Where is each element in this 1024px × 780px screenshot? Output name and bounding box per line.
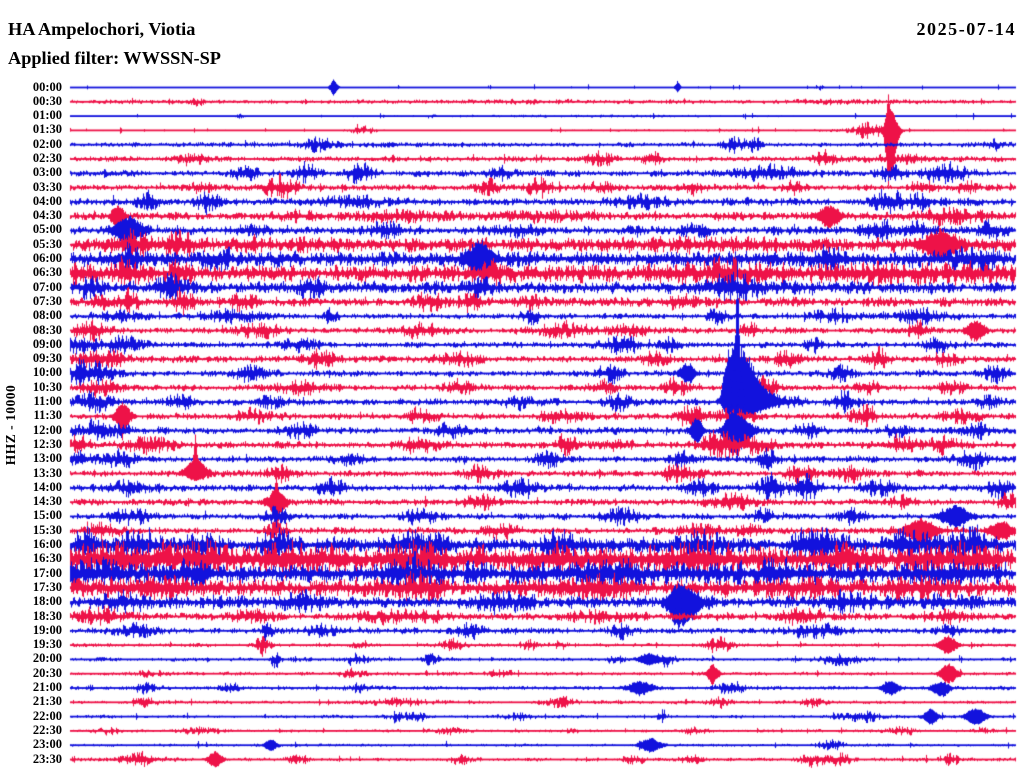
time-label-04:30: 04:30	[32, 208, 62, 223]
time-label-13:30: 13:30	[32, 465, 62, 480]
time-label-09:30: 09:30	[32, 351, 62, 366]
time-label-02:00: 02:00	[32, 136, 62, 151]
time-label-21:00: 21:00	[32, 680, 62, 694]
time-label-21:30: 21:30	[32, 694, 62, 709]
time-label-23:00: 23:00	[32, 737, 62, 752]
time-label-01:00: 01:00	[32, 108, 62, 123]
time-label-07:00: 07:00	[32, 279, 62, 294]
time-label-03:30: 03:30	[32, 179, 62, 194]
time-label-14:00: 14:00	[32, 479, 62, 494]
time-label-23:30: 23:30	[32, 751, 62, 766]
time-label-20:00: 20:00	[32, 651, 62, 666]
time-label-06:00: 06:00	[32, 251, 62, 266]
time-label-16:00: 16:00	[32, 537, 62, 552]
time-label-18:00: 18:00	[32, 594, 62, 609]
time-label-02:30: 02:30	[32, 150, 62, 165]
time-label-04:00: 04:00	[32, 193, 62, 208]
time-label-15:00: 15:00	[32, 508, 62, 523]
time-label-20:30: 20:30	[32, 665, 62, 680]
time-label-12:00: 12:00	[32, 422, 62, 437]
time-label-22:30: 22:30	[32, 722, 62, 737]
time-label-00:30: 00:30	[32, 93, 62, 108]
time-label-00:00: 00:00	[32, 79, 62, 94]
time-label-12:30: 12:30	[32, 436, 62, 451]
time-label-17:30: 17:30	[32, 579, 62, 594]
time-label-03:00: 03:00	[32, 165, 62, 180]
time-label-08:00: 08:00	[32, 308, 62, 323]
time-label-05:00: 05:00	[32, 222, 62, 237]
time-label-10:30: 10:30	[32, 379, 62, 394]
time-label-10:00: 10:00	[32, 365, 62, 380]
plot-date: 2025-07-14	[916, 19, 1016, 39]
time-label-13:00: 13:00	[32, 451, 62, 466]
time-label-19:30: 19:30	[32, 637, 62, 652]
station-title: HA Ampelochori, Viotia	[8, 19, 196, 39]
time-label-11:00: 11:00	[33, 394, 62, 409]
time-label-11:30: 11:30	[33, 408, 62, 423]
time-label-06:30: 06:30	[32, 265, 62, 280]
time-label-19:00: 19:00	[32, 622, 62, 637]
time-label-16:30: 16:30	[32, 551, 62, 566]
time-label-14:30: 14:30	[32, 494, 62, 509]
time-label-15:30: 15:30	[32, 522, 62, 537]
filter-label: Applied filter: WWSSN-SP	[8, 48, 221, 68]
time-label-09:00: 09:00	[32, 336, 62, 351]
time-label-05:30: 05:30	[32, 236, 62, 251]
time-label-07:30: 07:30	[32, 293, 62, 308]
time-label-18:30: 18:30	[32, 608, 62, 623]
time-label-17:00: 17:00	[32, 565, 62, 580]
time-label-01:30: 01:30	[32, 122, 62, 137]
time-label-22:00: 22:00	[32, 708, 62, 723]
time-label-08:30: 08:30	[32, 322, 62, 337]
